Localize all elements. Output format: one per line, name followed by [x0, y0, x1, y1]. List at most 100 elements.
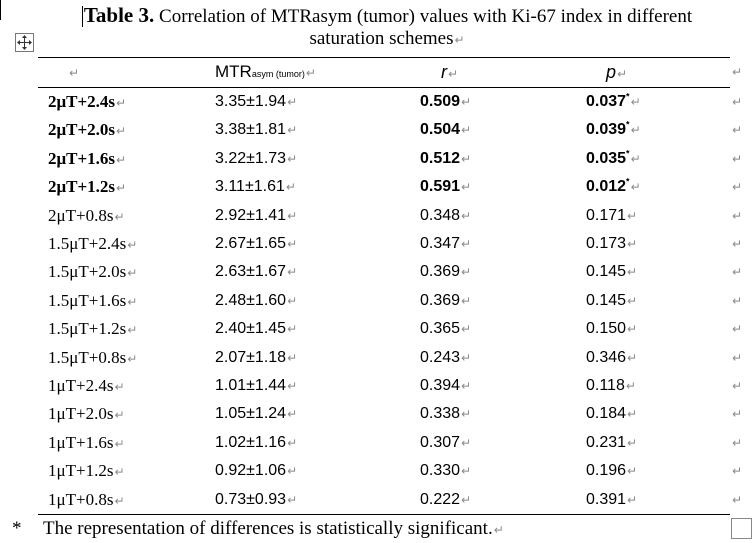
mtr-cell[interactable]: 0.92±1.06↵	[215, 462, 298, 480]
r-cell[interactable]: 0.347↵	[420, 235, 472, 252]
scheme-cell[interactable]: 1μT+2.0s↵	[48, 404, 125, 424]
r-cell[interactable]: 0.509↵	[420, 93, 472, 110]
mtr-cell[interactable]: 1.05±1.24↵	[215, 405, 298, 423]
paragraph-mark-icon: ↵	[116, 96, 127, 110]
scheme-cell[interactable]: 1μT+0.8s↵	[48, 489, 125, 509]
p-cell[interactable]: 0.150↵	[586, 320, 638, 338]
row-end-mark-icon: ↵	[732, 208, 743, 223]
mtr-cell[interactable]: 1.01±1.44↵	[215, 377, 298, 394]
mtr-cell[interactable]: 2.07±1.18↵	[215, 348, 298, 366]
scheme-cell[interactable]: 1μT+1.2s↵	[48, 461, 125, 481]
mtr-cell[interactable]: 0.73±0.93↵	[215, 490, 298, 508]
p-cell[interactable]: 0.145↵	[586, 263, 638, 281]
table-row: 2μT+2.4s↵ 3.35±1.94↵ 0.509↵ 0.037*↵ ↵	[0, 88, 753, 116]
paragraph-mark-icon: ↵	[627, 237, 638, 251]
mtr-cell[interactable]: 1.02±1.16↵	[215, 433, 298, 451]
scheme-cell[interactable]: 1μT+1.6s↵	[48, 432, 125, 452]
r-cell[interactable]: 0.307↵	[420, 433, 472, 451]
paragraph-mark-icon: ↵	[127, 323, 138, 338]
header-mtr[interactable]: MTRasym (tumor)↵	[215, 62, 316, 81]
row-end-mark-icon: ↵	[732, 464, 743, 479]
row-end-mark-icon: ↵	[732, 322, 743, 337]
scheme-cell[interactable]: 2μT+2.0s↵	[48, 120, 127, 140]
table-row: 1μT+2.4s↵ 1.01±1.44↵ 0.394↵ 0.118↵ ↵	[0, 372, 753, 400]
mtr-cell[interactable]: 2.92±1.41↵	[215, 206, 298, 224]
r-cell[interactable]: 0.365↵	[420, 320, 472, 338]
paragraph-mark-icon: ↵	[287, 95, 298, 109]
p-cell[interactable]: 0.145↵	[586, 291, 638, 309]
footnote-text[interactable]: The representation of differences is sta…	[43, 518, 504, 539]
table-row: 1.5μT+2.4s↵ 2.67±1.65↵ 0.347↵ 0.173↵ ↵	[0, 230, 753, 258]
p-cell[interactable]: 0.171↵	[586, 206, 638, 224]
p-cell[interactable]: 0.118↵	[586, 377, 636, 394]
p-cell[interactable]: 0.012*↵	[586, 176, 641, 196]
paragraph-mark-icon: ↵	[127, 266, 138, 281]
r-cell[interactable]: 0.591↵	[420, 178, 472, 196]
mtr-cell[interactable]: 3.22±1.73↵	[215, 149, 298, 167]
paragraph-mark-icon: ↵	[114, 493, 125, 508]
row-end-mark-icon: ↵	[732, 435, 743, 450]
row-end-mark-icon: ↵	[732, 265, 743, 280]
paragraph-mark-icon: ↵	[625, 379, 636, 393]
p-cell[interactable]: 0.039*↵	[586, 120, 641, 139]
paragraph-mark-icon: ↵	[461, 464, 472, 479]
scheme-cell[interactable]: 2μT+1.6s↵	[48, 148, 127, 168]
r-cell[interactable]: 0.369↵	[420, 291, 472, 309]
significance-mark: *	[626, 176, 630, 187]
paragraph-mark-icon: ↵	[461, 322, 472, 337]
paragraph-mark-icon: ↵	[287, 322, 298, 337]
mtr-cell[interactable]: 2.40±1.45↵	[215, 320, 298, 338]
scheme-cell[interactable]: 1.5μT+2.4s↵	[48, 234, 138, 253]
paragraph-mark-icon: ↵	[287, 208, 298, 223]
scheme-cell[interactable]: 1μT+2.4s↵	[48, 376, 125, 395]
table-caption[interactable]: Table 3. Correlation of MTRasym (tumor) …	[36, 4, 738, 51]
mtr-cell[interactable]: 3.38±1.81↵	[215, 121, 298, 139]
table-row: 1.5μT+1.6s↵ 2.48±1.60↵ 0.369↵ 0.145↵ ↵	[0, 287, 753, 315]
paragraph-mark-icon: ↵	[127, 238, 138, 252]
scheme-cell[interactable]: 1.5μT+1.6s↵	[48, 290, 138, 310]
mtr-cell[interactable]: 3.35±1.94↵	[215, 93, 298, 110]
mtr-cell[interactable]: 2.48±1.60↵	[215, 291, 298, 309]
header-empty-cell[interactable]: ↵	[69, 66, 80, 80]
r-cell[interactable]: 0.348↵	[420, 206, 472, 224]
paragraph-mark-icon: ↵	[627, 407, 638, 422]
p-cell[interactable]: 0.173↵	[586, 235, 638, 252]
r-cell[interactable]: 0.512↵	[420, 149, 472, 167]
paragraph-mark-icon: ↵	[630, 95, 641, 109]
r-cell[interactable]: 0.394↵	[420, 377, 472, 394]
paragraph-mark-icon: ↵	[461, 435, 472, 450]
paragraph-mark-icon: ↵	[114, 209, 125, 224]
table-move-handle-icon[interactable]	[15, 33, 34, 52]
paragraph-mark-icon: ↵	[116, 124, 127, 139]
header-r[interactable]: r↵	[441, 62, 459, 82]
r-cell[interactable]: 0.369↵	[420, 263, 472, 281]
p-cell[interactable]: 0.184↵	[586, 405, 638, 423]
scheme-cell[interactable]: 1.5μT+1.2s↵	[48, 319, 138, 339]
mtr-cell[interactable]: 2.63±1.67↵	[215, 263, 298, 281]
p-cell[interactable]: 0.196↵	[586, 462, 638, 480]
r-cell[interactable]: 0.330↵	[420, 462, 472, 480]
p-cell[interactable]: 0.035*↵	[586, 148, 641, 167]
p-cell[interactable]: 0.391↵	[586, 490, 638, 508]
mtr-cell[interactable]: 3.11±1.61↵	[215, 178, 296, 196]
p-cell[interactable]: 0.037*↵	[586, 91, 641, 110]
mtr-cell[interactable]: 2.67±1.65↵	[215, 235, 298, 252]
scheme-cell[interactable]: 2μT+2.4s↵	[48, 92, 127, 111]
significance-mark: *	[626, 120, 630, 131]
p-cell[interactable]: 0.231↵	[586, 433, 638, 451]
paragraph-mark-icon: ↵	[461, 151, 472, 166]
row-end-mark-icon: ↵	[732, 65, 743, 79]
scheme-cell[interactable]: 1.5μT+2.0s↵	[48, 262, 138, 282]
paragraph-mark-icon: ↵	[630, 123, 641, 138]
header-p[interactable]: p↵	[606, 62, 628, 82]
r-cell[interactable]: 0.243↵	[420, 348, 472, 366]
table-header-row: ↵ MTRasym (tumor)↵ r↵ p↵ ↵	[0, 58, 753, 86]
scheme-cell[interactable]: 2μT+0.8s↵	[48, 205, 125, 225]
paragraph-mark-icon: ↵	[114, 465, 125, 480]
r-cell[interactable]: 0.222↵	[420, 490, 472, 508]
scheme-cell[interactable]: 1.5μT+0.8s↵	[48, 347, 138, 367]
scheme-cell[interactable]: 2μT+1.2s↵	[48, 177, 127, 197]
r-cell[interactable]: 0.504↵	[420, 121, 472, 139]
p-cell[interactable]: 0.346↵	[586, 348, 638, 366]
r-cell[interactable]: 0.338↵	[420, 405, 472, 423]
